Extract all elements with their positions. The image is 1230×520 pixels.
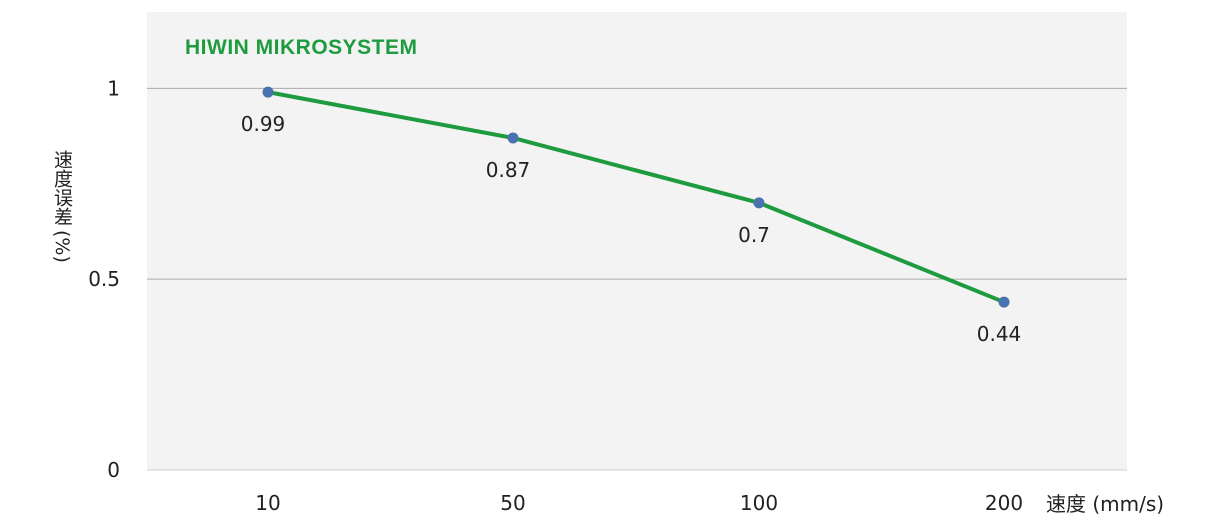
- data-label: 0.7: [738, 223, 770, 247]
- data-point: [507, 132, 519, 144]
- series-line: [267, 90, 1005, 304]
- data-points: [262, 86, 1010, 308]
- y-tick-label: 0.5: [88, 267, 120, 291]
- y-tick-label: 1: [107, 76, 120, 100]
- y-axis-ticks: 00.51: [88, 76, 120, 482]
- x-tick-label: 10: [255, 491, 280, 515]
- data-label: 0.87: [486, 158, 531, 182]
- data-point: [262, 86, 274, 98]
- y-tick-label: 0: [107, 458, 120, 482]
- x-axis-ticks: 10 50 100 200: [255, 491, 1023, 515]
- x-axis-label: 速度 (mm/s): [1046, 492, 1165, 516]
- y-axis-label: 速度误差 (%): [46, 150, 78, 263]
- grid-lines: [147, 87, 1127, 471]
- plot-area: [147, 12, 1127, 470]
- brand-logo-text: HIWIN MIKROSYSTEM: [185, 36, 418, 59]
- y-axis-title: 速度误差: [51, 150, 73, 226]
- data-label: 0.44: [977, 322, 1022, 346]
- y-axis-unit: (%): [51, 230, 73, 263]
- data-point: [998, 296, 1010, 308]
- x-tick-label: 50: [500, 491, 525, 515]
- x-tick-label: 100: [740, 491, 778, 515]
- x-tick-label: 200: [985, 491, 1023, 515]
- data-label: 0.99: [241, 112, 286, 136]
- data-labels: 0.99 0.87 0.7 0.44: [241, 112, 1022, 346]
- data-point: [753, 197, 765, 209]
